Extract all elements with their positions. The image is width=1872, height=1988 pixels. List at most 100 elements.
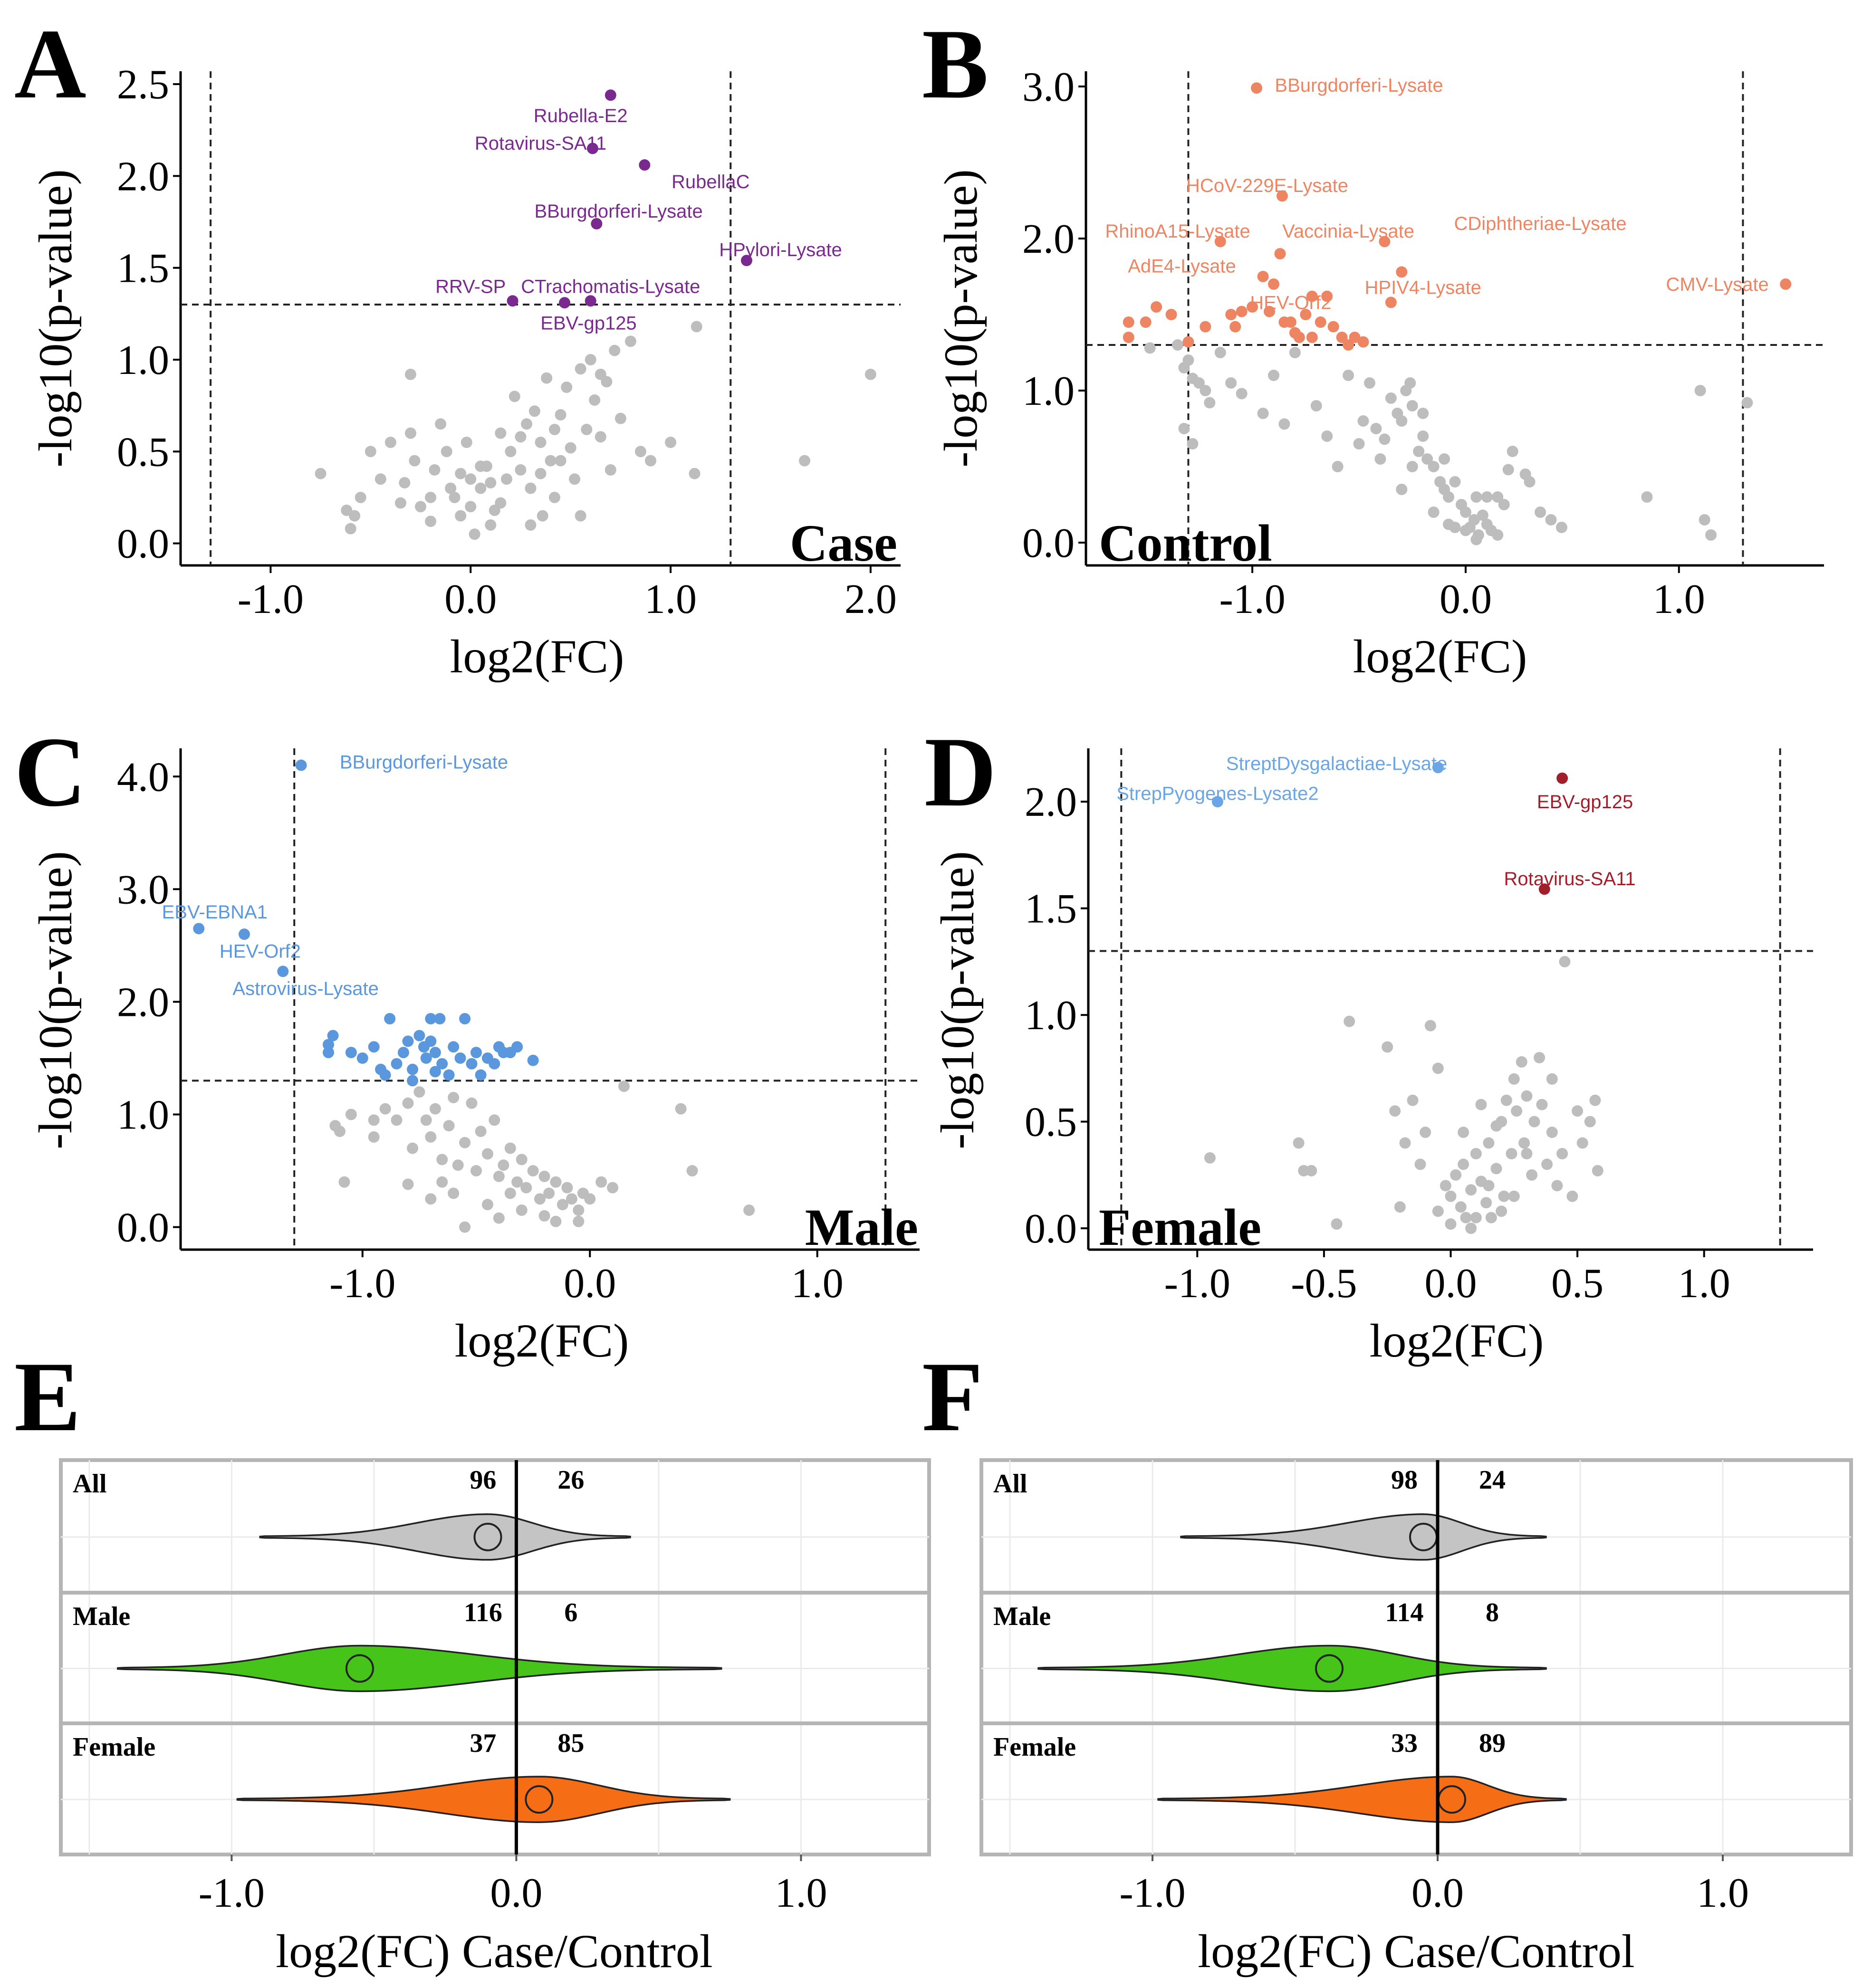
- nonsignificant-point: [543, 1187, 555, 1199]
- nonsignificant-point: [470, 1165, 482, 1177]
- nonsignificant-point: [609, 344, 621, 356]
- nonsignificant-point: [391, 1114, 403, 1126]
- nonsignificant-point: [374, 473, 386, 485]
- y-tick-label: 2.0: [117, 153, 169, 200]
- x-axis-label: log2(FC): [1370, 1314, 1544, 1367]
- nonsignificant-point: [1414, 1158, 1426, 1170]
- nonsignificant-point: [624, 335, 636, 347]
- nonsignificant-point: [1458, 1127, 1469, 1138]
- nonsignificant-point: [1439, 453, 1450, 465]
- significant-point: [1343, 339, 1354, 351]
- nonsignificant-point: [436, 1154, 448, 1166]
- significant-point: [436, 1058, 448, 1070]
- nonsignificant-point: [1459, 507, 1471, 518]
- volcano-panel-c: C -1.0 0.0 1.0 0.0 1.0 2.0 3.0 4.0 log2(FC) -log10…: [14, 717, 920, 1367]
- panel-title: Male: [805, 1198, 918, 1256]
- nonsignificant-point: [1443, 518, 1455, 530]
- nonsignificant-point: [1534, 1051, 1546, 1063]
- nonsignificant-point: [443, 1120, 455, 1132]
- nonsignificant-point: [520, 1182, 532, 1194]
- nonsignificant-point: [1459, 525, 1471, 536]
- y-axis-label: -log10(p-value): [29, 851, 82, 1149]
- count-negative: 96: [470, 1465, 496, 1495]
- nonsignificant-point: [1559, 956, 1571, 967]
- facet-label: Female: [73, 1732, 155, 1762]
- significant-point: [1140, 316, 1152, 328]
- nonsignificant-point: [1432, 1205, 1444, 1217]
- nonsignificant-point: [665, 436, 677, 448]
- significant-point: [1315, 316, 1326, 328]
- violin-panel-f: F All 98 24 Male 114 8 Female 33 89 -1.0 0.0 1.0 log2…: [922, 1342, 1853, 1978]
- significant-point: [1123, 316, 1134, 328]
- nonsignificant-point: [1432, 1062, 1444, 1074]
- nonsignificant-point: [409, 455, 421, 467]
- nonsignificant-point: [1508, 1190, 1520, 1202]
- nonsignificant-point: [548, 491, 560, 503]
- nonsignificant-point: [1694, 385, 1706, 396]
- labeled-point: [277, 965, 289, 977]
- nonsignificant-point: [1172, 339, 1184, 351]
- nonsignificant-point: [445, 482, 457, 494]
- significant-point: [323, 1047, 334, 1059]
- y-tick-label: 0.5: [1025, 1099, 1077, 1146]
- nonsignificant-point: [1535, 507, 1546, 518]
- point-label: BBurgdorferi-Lysate: [340, 752, 508, 773]
- nonsignificant-point: [429, 464, 441, 476]
- nonsignificant-point: [595, 1176, 607, 1188]
- nonsignificant-point: [1551, 1180, 1563, 1192]
- nonsignificant-point: [1404, 377, 1416, 389]
- point-label: Rotavirus-SA11: [475, 133, 606, 154]
- x-tick-label: 1.0: [1653, 576, 1705, 622]
- labeled-point: [507, 295, 518, 307]
- y-axis-label: -log10(p-value): [29, 169, 82, 468]
- x-tick-label: 0.0: [444, 576, 497, 622]
- x-tick-label: 1.0: [775, 1870, 827, 1916]
- nonsignificant-point: [455, 510, 467, 522]
- panel-letter: F: [922, 1342, 983, 1452]
- nonsignificant-point: [341, 505, 353, 516]
- labeled-point: [1306, 290, 1318, 302]
- nonsignificant-point: [1699, 514, 1710, 526]
- nonsignificant-point: [459, 1137, 471, 1148]
- nonsignificant-point: [515, 431, 527, 443]
- nonsignificant-point: [1518, 1137, 1530, 1149]
- nonsignificant-point: [368, 1131, 380, 1143]
- nonsignificant-point: [475, 1126, 487, 1137]
- nonsignificant-point: [425, 491, 437, 503]
- nonsignificant-point: [516, 1154, 528, 1166]
- nonsignificant-point: [1396, 415, 1408, 427]
- nonsignificant-point: [415, 501, 426, 513]
- nonsignificant-point: [589, 394, 601, 406]
- nonsignificant-point: [436, 1176, 448, 1188]
- y-tick-label: 1.5: [117, 246, 169, 292]
- nonsignificant-point: [538, 1170, 550, 1182]
- nonsignificant-point: [1193, 377, 1205, 389]
- nonsignificant-point: [449, 491, 461, 503]
- nonsignificant-point: [1481, 491, 1493, 503]
- nonsignificant-point: [1379, 433, 1391, 445]
- nonsignificant-point: [575, 510, 586, 522]
- nonsignificant-point: [466, 1097, 478, 1109]
- nonsignificant-point: [1485, 1212, 1497, 1223]
- nonsignificant-point: [489, 1114, 500, 1126]
- significant-point: [413, 1030, 425, 1042]
- nonsignificant-point: [1589, 1094, 1601, 1106]
- significant-point: [1349, 332, 1361, 343]
- nonsignificant-point: [557, 1199, 568, 1211]
- nonsignificant-point: [1576, 1137, 1588, 1149]
- nonsignificant-point: [1331, 1218, 1343, 1230]
- significant-point: [1327, 321, 1339, 333]
- nonsignificant-point: [1428, 507, 1440, 518]
- nonsignificant-point: [384, 436, 396, 448]
- nonsignificant-point: [565, 442, 576, 454]
- labeled-point: [639, 159, 651, 171]
- facet-label: All: [73, 1469, 107, 1499]
- nonsignificant-point: [365, 446, 376, 458]
- significant-point: [1229, 321, 1241, 333]
- significant-point: [1293, 332, 1305, 343]
- nonsignificant-point: [595, 431, 606, 443]
- significant-point: [443, 1069, 455, 1081]
- y-tick-label: 3.0: [1022, 64, 1075, 110]
- nonsignificant-point: [743, 1204, 755, 1216]
- nonsignificant-point: [481, 1148, 493, 1160]
